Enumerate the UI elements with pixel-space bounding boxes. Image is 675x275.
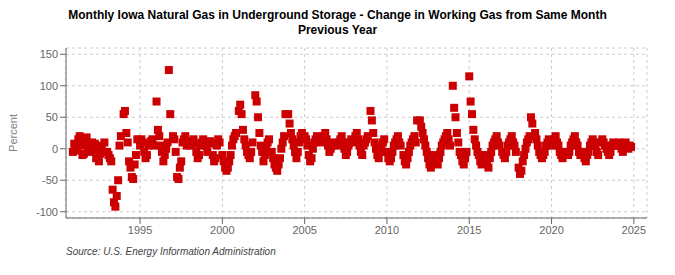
html-text:Source: U.S. Energy Informatio: Source: U.S. Energy Information Administ… <box>66 246 276 257</box>
html-text:Monthly Iowa Natural Gas in Un: Monthly Iowa Natural Gas in Underground … <box>68 8 607 22</box>
svg-text:1995: 1995 <box>128 224 152 236</box>
svg-text:50: 50 <box>46 111 58 123</box>
svg-text:0: 0 <box>52 143 58 155</box>
svg-text:2015: 2015 <box>457 224 481 236</box>
svg-text:2020: 2020 <box>539 224 563 236</box>
svg-text:-50: -50 <box>42 174 58 186</box>
html-text:Previous Year: Previous Year <box>297 23 378 37</box>
svg-text:150: 150 <box>40 48 58 60</box>
svg-text:2005: 2005 <box>292 224 316 236</box>
svg-text:100: 100 <box>40 80 58 92</box>
svg-text:2025: 2025 <box>622 224 646 236</box>
svg-text:2000: 2000 <box>210 224 234 236</box>
svg-text:-100: -100 <box>36 206 58 218</box>
svg-text:Percent: Percent <box>8 114 19 152</box>
svg-text:2010: 2010 <box>375 224 399 236</box>
